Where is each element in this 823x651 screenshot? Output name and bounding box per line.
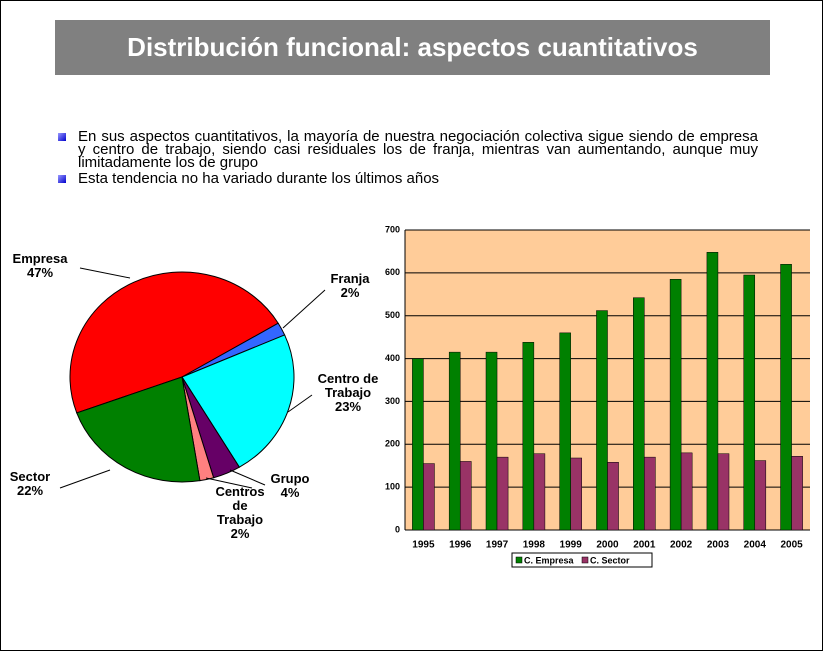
x-tick-label: 1998 (523, 540, 546, 551)
pie-category: Centros de Trabajo (215, 484, 265, 527)
legend-swatch (581, 556, 589, 564)
pie-label: Empresa 47% (0, 252, 85, 280)
x-tick-label: 2002 (670, 540, 693, 551)
bar (412, 358, 424, 531)
bar (633, 297, 645, 531)
legend-label: C. Sector (590, 555, 630, 565)
pie-slice (76, 376, 201, 483)
bar (496, 456, 509, 531)
bar (780, 264, 792, 531)
leader-line (229, 469, 266, 486)
bullet: En sus aspectos cuantitativos, la mayorí… (58, 128, 758, 171)
pie-category: Centro de Trabajo (317, 371, 379, 400)
bar (448, 351, 461, 531)
pie-category: Grupo (270, 471, 310, 486)
pie-label: Centros de Trabajo 2% (209, 485, 271, 541)
bar (607, 462, 619, 531)
x-tick-label: 1995 (412, 540, 435, 551)
leader-line (205, 477, 253, 489)
pie-label: Grupo 4% (260, 472, 320, 500)
legend-label: C. Empresa (524, 555, 575, 565)
bar (570, 457, 582, 531)
legend-swatch (515, 556, 523, 564)
bar (423, 463, 435, 531)
bar (680, 452, 693, 531)
y-tick-label: 300 (385, 396, 400, 406)
bar (743, 274, 756, 531)
pie-value-label: 47% (26, 265, 54, 280)
bar (669, 279, 682, 531)
leader-line (282, 289, 326, 329)
pie-slice (69, 271, 279, 414)
bullet: Esta tendencia no ha variado durante los… (58, 171, 758, 186)
y-tick-label: 400 (385, 353, 400, 363)
y-tick-label: 0 (395, 524, 400, 534)
pie-slice (181, 334, 295, 468)
y-tick-label: 200 (385, 439, 400, 449)
x-tick-label: 1997 (486, 540, 509, 551)
bar (706, 252, 719, 531)
pie-value-label: 4% (280, 485, 300, 500)
x-tick-label: 2001 (633, 540, 656, 551)
bar (459, 461, 472, 531)
y-tick-label: 500 (385, 310, 400, 320)
pie-category: Sector (9, 469, 51, 484)
bar (559, 332, 571, 531)
x-tick-label: 2003 (707, 540, 730, 551)
bar (485, 351, 498, 531)
pie-label: Centro de Trabajo 23% (308, 372, 388, 414)
x-tick-label: 2004 (744, 540, 767, 551)
x-tick-label: 2005 (780, 540, 803, 551)
bar (754, 460, 767, 531)
pie-category: Empresa (12, 251, 68, 266)
leader-line (79, 267, 131, 279)
x-tick-label: 1996 (449, 540, 472, 551)
y-tick-label: 100 (385, 482, 400, 492)
bar (596, 310, 608, 531)
bar (644, 456, 656, 531)
pie-category: Franja (330, 271, 370, 286)
bar (533, 453, 546, 531)
leader-line (59, 469, 111, 489)
leader-line (287, 394, 313, 413)
y-tick-label: 700 (385, 224, 400, 234)
bar (522, 342, 535, 531)
pie-value-label: 22% (16, 483, 44, 498)
bar (717, 453, 730, 531)
x-tick-label: 1999 (560, 540, 583, 551)
pie-value-label: 2% (230, 526, 250, 541)
bar (791, 456, 803, 531)
pie-label: Sector 22% (0, 470, 60, 498)
y-tick-label: 600 (385, 267, 400, 277)
pie-value-label: 23% (334, 399, 362, 414)
x-tick-label: 2000 (596, 540, 619, 551)
pie-label: Franja 2% (320, 272, 380, 300)
pie-value-label: 2% (340, 285, 360, 300)
slide-title: Distribución funcional: aspectos cuantit… (55, 20, 770, 75)
